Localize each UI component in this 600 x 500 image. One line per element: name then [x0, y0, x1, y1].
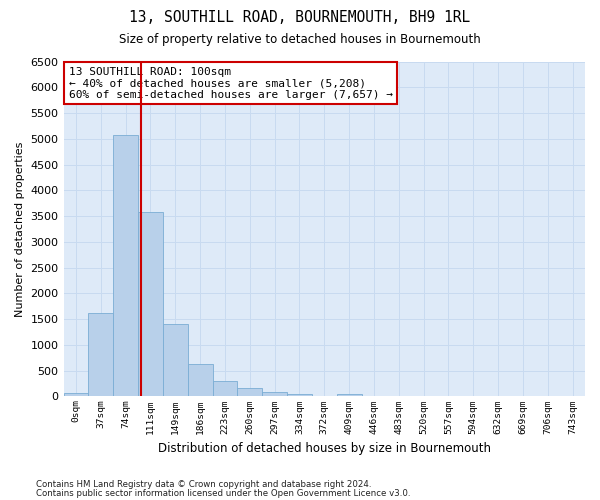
Bar	[287, 394, 312, 396]
Text: 13, SOUTHILL ROAD, BOURNEMOUTH, BH9 1RL: 13, SOUTHILL ROAD, BOURNEMOUTH, BH9 1RL	[130, 10, 470, 25]
Bar	[88, 312, 113, 396]
Bar	[163, 324, 188, 396]
Bar	[262, 392, 287, 396]
Bar	[64, 392, 88, 396]
Bar	[138, 212, 163, 396]
Text: Contains HM Land Registry data © Crown copyright and database right 2024.: Contains HM Land Registry data © Crown c…	[36, 480, 371, 489]
Bar	[337, 394, 362, 396]
Bar	[212, 380, 238, 396]
X-axis label: Distribution of detached houses by size in Bournemouth: Distribution of detached houses by size …	[158, 442, 491, 455]
Bar	[238, 388, 262, 396]
Bar	[188, 364, 212, 396]
Y-axis label: Number of detached properties: Number of detached properties	[15, 142, 25, 316]
Bar	[113, 135, 138, 396]
Text: Contains public sector information licensed under the Open Government Licence v3: Contains public sector information licen…	[36, 490, 410, 498]
Text: 13 SOUTHILL ROAD: 100sqm
← 40% of detached houses are smaller (5,208)
60% of sem: 13 SOUTHILL ROAD: 100sqm ← 40% of detach…	[69, 66, 393, 100]
Text: Size of property relative to detached houses in Bournemouth: Size of property relative to detached ho…	[119, 32, 481, 46]
